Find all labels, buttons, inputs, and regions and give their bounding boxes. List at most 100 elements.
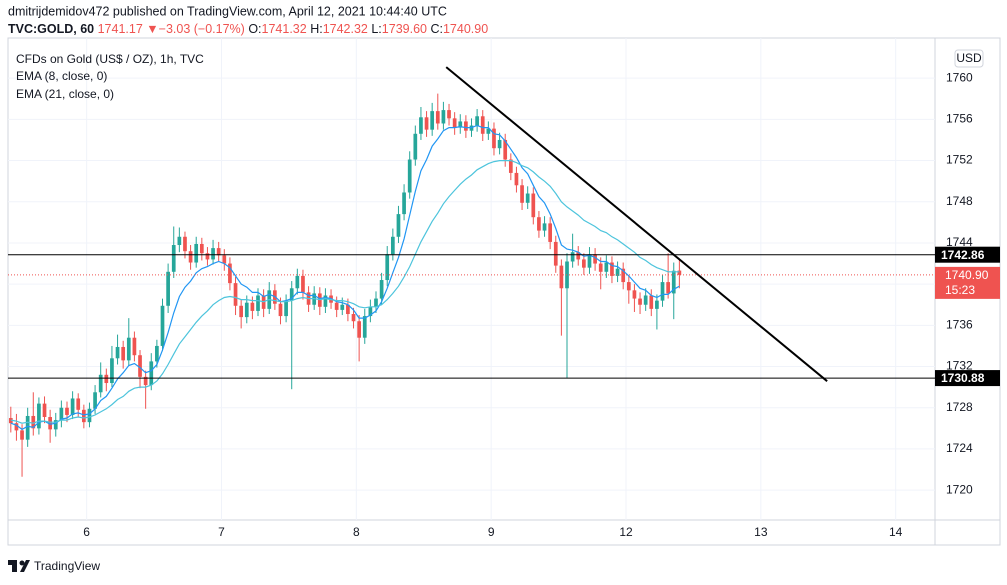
- candle-body: [87, 408, 92, 423]
- legend-entry: EMA (21, close, 0): [16, 87, 114, 101]
- x-tick-label: 8: [353, 525, 360, 539]
- x-tick-label: 12: [619, 525, 633, 539]
- candle-body: [660, 282, 665, 301]
- y-tick-label: 1728: [946, 400, 973, 414]
- axes: 1720172417281732173617401744174817521756…: [83, 70, 1000, 539]
- candle-body: [211, 248, 215, 260]
- candle-body: [199, 243, 204, 254]
- candle-body: [25, 415, 30, 440]
- y-tick-label: 1756: [946, 112, 973, 126]
- candle-body: [475, 116, 479, 126]
- candle-body: [171, 245, 176, 272]
- candle-body: [143, 376, 148, 386]
- candle-body: [37, 403, 41, 429]
- candle-body: [53, 420, 58, 430]
- current-price-box: [935, 266, 1000, 299]
- candle-body: [70, 398, 75, 415]
- level-label-box: [935, 246, 1000, 263]
- x-tick-label: 7: [218, 525, 225, 539]
- h: 1742.32: [323, 22, 368, 36]
- candle-body: [244, 302, 249, 318]
- candle-body: [222, 255, 227, 264]
- candle-body: [149, 361, 154, 386]
- candle-body: [424, 117, 429, 130]
- h-label: H:: [310, 22, 323, 36]
- x-tick-label: 9: [488, 525, 495, 539]
- candle-body: [59, 407, 64, 421]
- publisher: dmitrijdemidov472 published on TradingVi…: [8, 4, 447, 18]
- candle-body: [374, 298, 378, 307]
- candle-body: [413, 133, 418, 160]
- candle-body: [216, 248, 221, 256]
- candle-body: [666, 282, 670, 294]
- candle-body: [126, 337, 131, 361]
- candle-body: [632, 290, 637, 299]
- candle-body: [362, 316, 367, 338]
- candle-body: [81, 409, 86, 423]
- candle-body: [604, 262, 609, 272]
- candle-body: [115, 346, 120, 359]
- candle-body: [104, 374, 109, 384]
- candle-body: [188, 251, 193, 263]
- symbol: TVC:GOLD, 60: [8, 22, 94, 36]
- candle-body: [419, 117, 423, 134]
- ohlc-header: TVC:GOLD, 60 1741.17 ▼−3.03 (−0.17%) O:1…: [8, 22, 488, 36]
- last: 1741.17: [98, 22, 143, 36]
- candle-body: [93, 392, 97, 409]
- candle-body: [368, 306, 373, 317]
- candle-body: [98, 374, 103, 393]
- candle-body: [553, 241, 558, 266]
- candle-body: [233, 283, 238, 306]
- brand: TradingView: [34, 559, 100, 573]
- trendline: [445, 66, 828, 382]
- candle-body: [626, 282, 631, 291]
- candle-body: [228, 263, 232, 284]
- x-tick-label: 13: [754, 525, 768, 539]
- candle-body: [239, 305, 244, 318]
- candle-body: [379, 280, 384, 299]
- candle-body: [301, 275, 305, 293]
- candle-body: [497, 139, 502, 149]
- candle-body: [177, 236, 182, 246]
- candle-body: [621, 268, 626, 283]
- candle-body: [121, 346, 126, 361]
- candle-body: [559, 265, 564, 289]
- candle-body: [610, 262, 614, 276]
- candle-body: [289, 288, 294, 301]
- c-label: C:: [430, 22, 443, 36]
- legend-entry: EMA (8, close, 0): [16, 69, 107, 83]
- change: −3.03 (−0.17%): [159, 22, 245, 36]
- candle-body: [65, 407, 69, 415]
- candle-body: [194, 243, 199, 263]
- candle-body: [357, 321, 361, 338]
- candle-body: [31, 415, 36, 429]
- c: 1740.90: [443, 22, 488, 36]
- candle-body: [576, 252, 581, 260]
- candle-body: [295, 275, 300, 289]
- candle-body: [492, 128, 496, 149]
- candle-body: [390, 236, 395, 255]
- chart-title: CFDs on Gold (US$ / OZ), 1h, TVC: [16, 52, 204, 66]
- x-tick-label: 6: [83, 525, 90, 539]
- candle-body: [655, 300, 659, 309]
- candle-body: [346, 304, 350, 315]
- ema-line: [10, 160, 680, 424]
- candle-body: [570, 252, 575, 262]
- currency-box: [954, 49, 984, 68]
- candle-body: [441, 110, 446, 124]
- candle-body: [402, 192, 406, 215]
- y-tick-label: 1752: [946, 153, 973, 167]
- candle-body: [42, 403, 47, 418]
- candle-body: [396, 214, 401, 237]
- candle-body: [520, 185, 524, 203]
- candle-body: [452, 118, 457, 128]
- candle-body: [435, 111, 440, 124]
- candle-body: [671, 270, 676, 294]
- candle-body: [525, 193, 530, 203]
- candle-body: [166, 271, 170, 306]
- candle-body: [649, 295, 654, 309]
- candle-body: [183, 236, 187, 252]
- candle-body: [385, 254, 390, 281]
- candle-body: [48, 417, 52, 430]
